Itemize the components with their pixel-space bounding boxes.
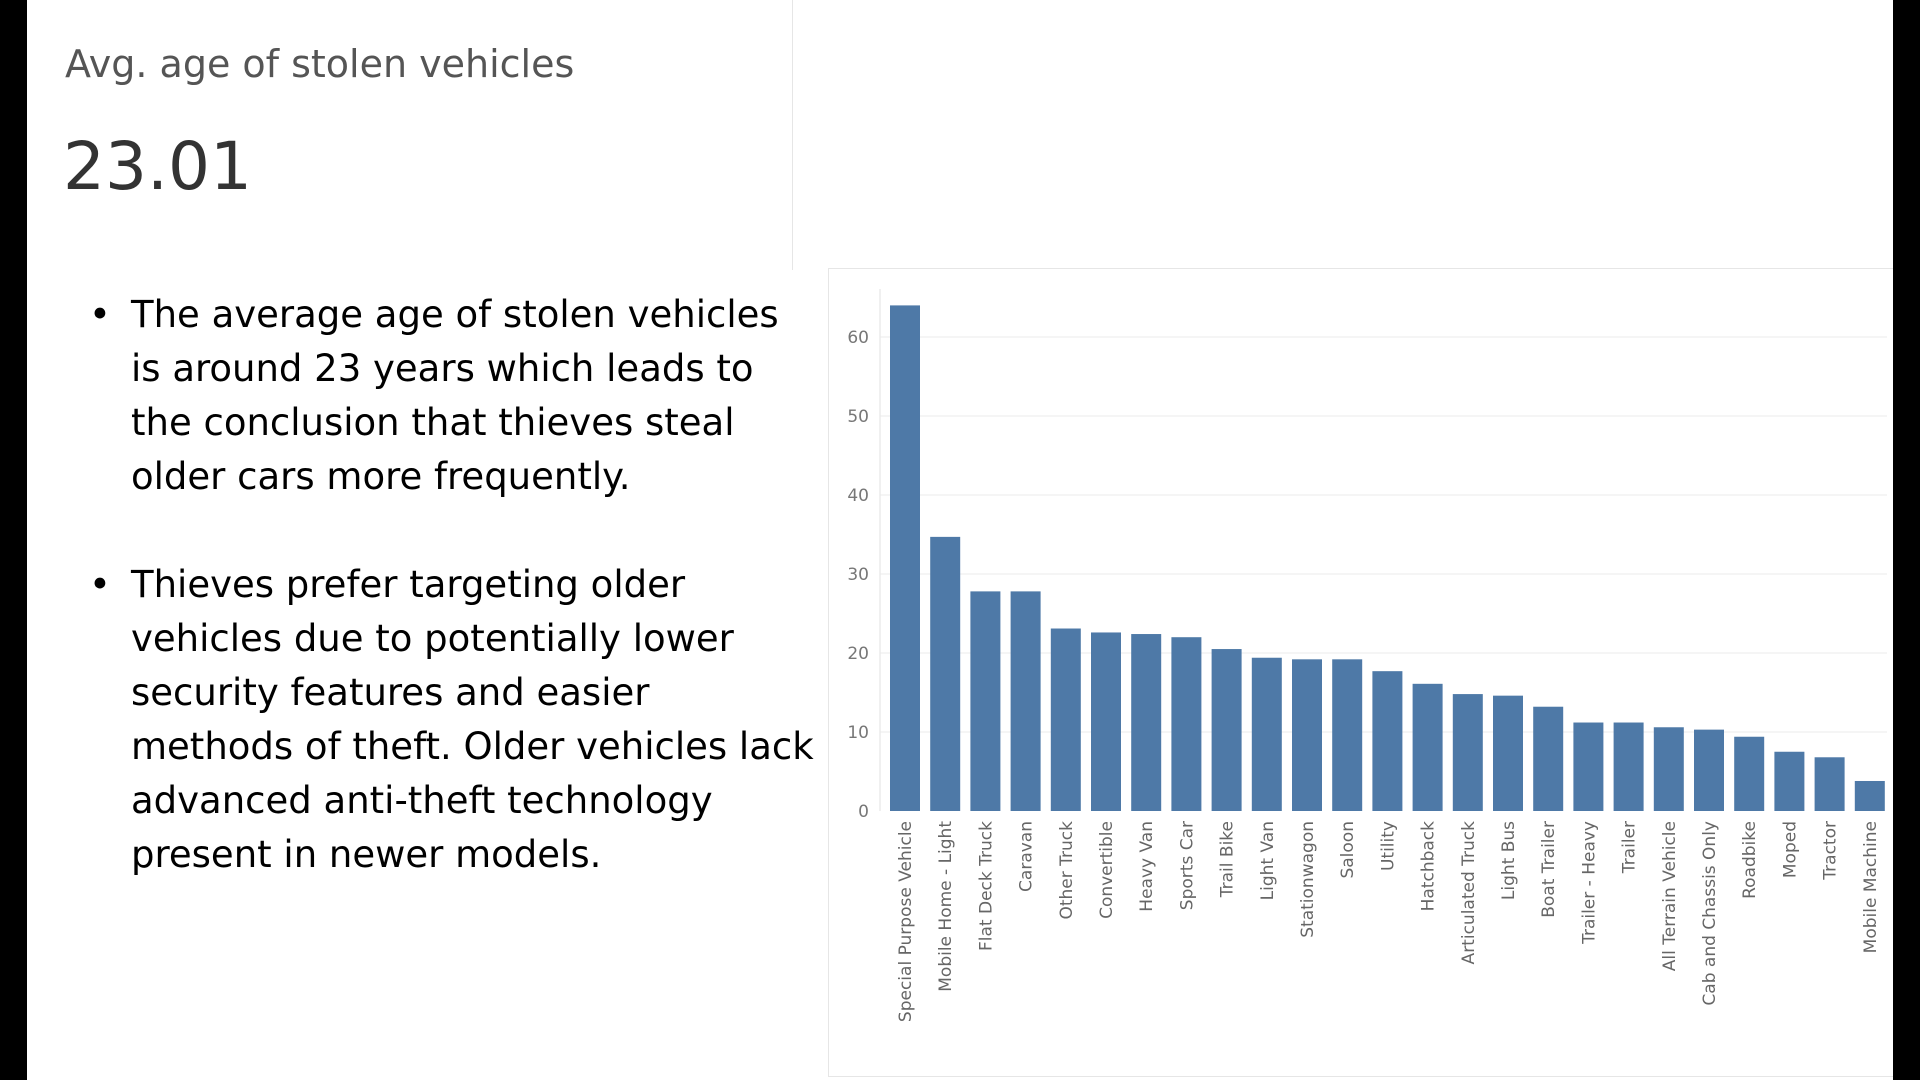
x-category-label: Mobile Home - Light (936, 821, 956, 992)
bullet-item: • Thieves prefer targeting older vehicle… (57, 558, 817, 882)
y-tick-label: 30 (847, 565, 869, 585)
chart-panel: 0 10 20 30 40 50 60 Special Purpose Vehicle Mobi… (828, 268, 1893, 1077)
bar (1251, 657, 1282, 811)
bar (1010, 591, 1041, 811)
x-category-label: Other Truck (1057, 821, 1077, 920)
x-category-label: Hatchback (1419, 821, 1439, 912)
x-category-label: Utility (1378, 821, 1398, 871)
x-category-label: Mobile Machine (1861, 821, 1881, 953)
x-category-label: Saloon (1338, 821, 1358, 879)
x-category-label: Trail Bike (1218, 821, 1238, 898)
x-category-label: Boat Trailer (1539, 821, 1559, 918)
x-category-label: Heavy Van (1137, 821, 1157, 912)
bar (1493, 695, 1523, 811)
bar (1171, 637, 1202, 811)
bar (1332, 659, 1363, 811)
bullet-text: Thieves prefer targeting older vehicles … (131, 563, 814, 876)
x-category-label: Trailer - Heavy (1579, 821, 1599, 945)
kpi-title: Avg. age of stolen vehicles (65, 42, 575, 86)
bullet-marker: • (89, 293, 111, 336)
bar (890, 305, 920, 811)
bar (1292, 659, 1322, 811)
bar-chart: 0 10 20 30 40 50 60 Special Purpose Vehicle Mobi… (847, 289, 1887, 1022)
bullet-list: • The average age of stolen vehicles is … (57, 288, 817, 936)
x-category-label: Caravan (1017, 821, 1037, 892)
bar (1211, 649, 1242, 811)
bar (1814, 757, 1845, 811)
slide: Avg. age of stolen vehicles 23.01 • The … (27, 0, 1893, 1080)
x-category-label: Sports Car (1177, 821, 1197, 910)
bar (1653, 727, 1684, 811)
x-category-label: Articulated Truck (1459, 821, 1479, 965)
x-category-label: Light Van (1258, 821, 1278, 900)
bar (1854, 780, 1885, 811)
bar (1533, 706, 1564, 811)
x-category-label: Moped (1780, 821, 1800, 878)
y-tick-label: 0 (858, 802, 869, 822)
y-tick-label: 40 (847, 486, 869, 506)
bullet-marker: • (89, 563, 111, 606)
bar (1573, 722, 1604, 811)
bar (1050, 628, 1081, 811)
kpi-panel: Avg. age of stolen vehicles 23.01 (27, 0, 793, 270)
y-tick-label: 60 (847, 328, 869, 348)
bar (1131, 634, 1162, 811)
bar (930, 536, 961, 811)
bar (1734, 736, 1765, 811)
kpi-value: 23.01 (63, 128, 252, 205)
bar (1091, 632, 1121, 811)
bar (1452, 694, 1483, 811)
bullet-text: The average age of stolen vehicles is ar… (131, 293, 779, 498)
bar (1372, 671, 1403, 811)
bar (1613, 722, 1644, 811)
bar (1694, 729, 1724, 811)
x-category-label: Convertible (1097, 821, 1117, 919)
bar (1774, 751, 1805, 811)
bar (970, 591, 1001, 811)
y-tick-label: 20 (847, 644, 869, 664)
x-category-label: All Terrain Vehicle (1660, 821, 1680, 971)
x-category-label: Roadbike (1740, 821, 1760, 899)
y-tick-label: 10 (847, 723, 869, 743)
x-category-label: Tractor (1821, 821, 1841, 881)
bar (1412, 683, 1443, 811)
y-tick-label: 50 (847, 407, 869, 427)
x-category-label: Special Purpose Vehicle (896, 821, 916, 1022)
x-category-label: Flat Deck Truck (976, 821, 996, 951)
x-category-label: Trailer (1620, 821, 1640, 874)
bullet-item: • The average age of stolen vehicles is … (57, 288, 817, 504)
x-category-label: Light Bus (1499, 821, 1519, 900)
x-category-label: Stationwagon (1298, 821, 1318, 938)
x-category-label: Cab and Chassis Only (1700, 821, 1720, 1006)
